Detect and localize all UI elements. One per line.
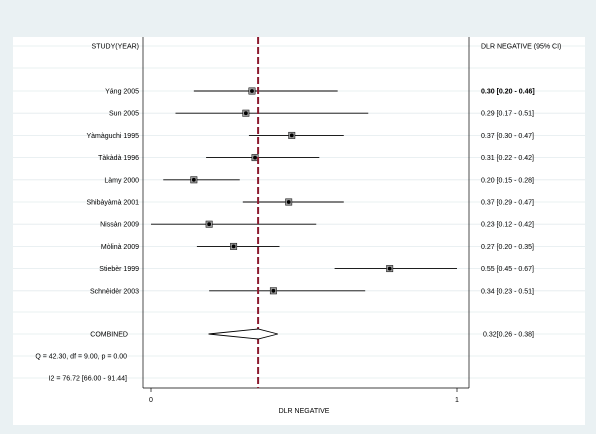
study-label: Yàmàguchi 1995: [86, 133, 139, 140]
study-row: Schnèidèr 2003 0.34 [0.23 - 0.51]: [90, 287, 534, 295]
right-column-header: DLR NEGATIVE (95% CI): [481, 44, 561, 51]
combined-diamond: [208, 328, 278, 340]
plot-panel: [13, 37, 585, 425]
study-label: Stiebèr 1999: [99, 266, 139, 273]
study-row: Làmy 2000 0.20 [0.15 - 0.28]: [104, 176, 534, 184]
point-estimate-dot: [289, 133, 294, 138]
axes: [142, 37, 470, 389]
study-row: Stiebèr 1999 0.55 [0.45 - 0.67]: [99, 265, 534, 273]
study-ci-text: 0.20 [0.15 - 0.28]: [481, 177, 534, 184]
study-label: Schnèidèr 2003: [90, 288, 139, 295]
study-label: Yáng 2005: [105, 89, 139, 96]
study-ci-text: 0.55 [0.45 - 0.67]: [481, 266, 534, 273]
study-row: Sun 2005 0.29 [0.17 - 0.51]: [109, 109, 534, 118]
q-statistic-text: Q = 42.30, df = 9.00, p = 0.00: [35, 354, 127, 361]
point-estimate-dot: [253, 155, 257, 160]
x-axis-label: DLR NEGATIVE: [279, 408, 330, 415]
study-label: Làmy 2000: [104, 177, 139, 184]
study-row: Mòlinà 2009 0.27 [0.20 - 0.35]: [101, 242, 534, 251]
combined-row: COMBINED 0.32[0.26 - 0.38]: [90, 328, 534, 340]
study-label: Sun 2005: [109, 111, 139, 118]
point-estimate-dot: [207, 222, 212, 227]
point-estimate-dot: [250, 89, 254, 93]
study-ci-text: 0.31 [0.22 - 0.42]: [481, 155, 534, 162]
point-estimate-dot: [286, 200, 291, 204]
study-ci-text: 0.34 [0.23 - 0.51]: [481, 288, 534, 295]
study-ci-text: 0.27 [0.20 - 0.35]: [481, 244, 534, 251]
combined-label: COMBINED: [90, 332, 128, 339]
combined-ci-text: 0.32[0.26 - 0.38]: [483, 332, 534, 339]
point-estimate-dot: [271, 288, 276, 293]
study-row: Yáng 2005 0.30 [0.20 - 0.46]: [105, 87, 535, 96]
study-row: Nissàn 2009 0.23 [0.12 - 0.42]: [100, 220, 534, 229]
study-label: Tàkàdà 1996: [98, 155, 139, 162]
point-estimate-dot: [387, 266, 392, 271]
study-row: Tàkàdà 1996 0.31 [0.22 - 0.42]: [98, 154, 534, 162]
i2-statistic-text: I2 = 76.72 [66.00 - 91.44]: [49, 376, 127, 383]
study-ci-text: 0.23 [0.12 - 0.42]: [481, 222, 534, 229]
row-gridlines: [13, 45, 585, 379]
study-rows: Yáng 2005 0.30 [0.20 - 0.46] Sun 2005 0.29 …: [86, 87, 535, 295]
left-column-header: STUDY(YEAR): [92, 44, 139, 51]
x-tick-label: 0: [149, 397, 153, 404]
heterogeneity-stats: Q = 42.30, df = 9.00, p = 0.00 I2 = 76.72…: [35, 354, 127, 383]
study-label: Shibàyàmà 2001: [86, 200, 139, 207]
point-estimate-dot: [243, 111, 248, 116]
point-estimate-dot: [191, 177, 196, 182]
study-ci-text: 0.30 [0.20 - 0.46]: [481, 89, 535, 96]
study-ci-text: 0.29 [0.17 - 0.51]: [481, 111, 534, 118]
study-row: Yàmàguchi 1995 0.37 [0.30 - 0.47]: [86, 131, 534, 140]
study-label: Mòlinà 2009: [101, 244, 139, 251]
study-label: Nissàn 2009: [100, 222, 139, 229]
study-row: Shibàyàmà 2001 0.37 [0.29 - 0.47]: [86, 198, 534, 207]
point-estimate-dot: [231, 244, 236, 249]
x-tick-label: 1: [455, 397, 459, 404]
study-ci-text: 0.37 [0.30 - 0.47]: [481, 133, 534, 140]
study-ci-text: 0.37 [0.29 - 0.47]: [481, 200, 534, 207]
